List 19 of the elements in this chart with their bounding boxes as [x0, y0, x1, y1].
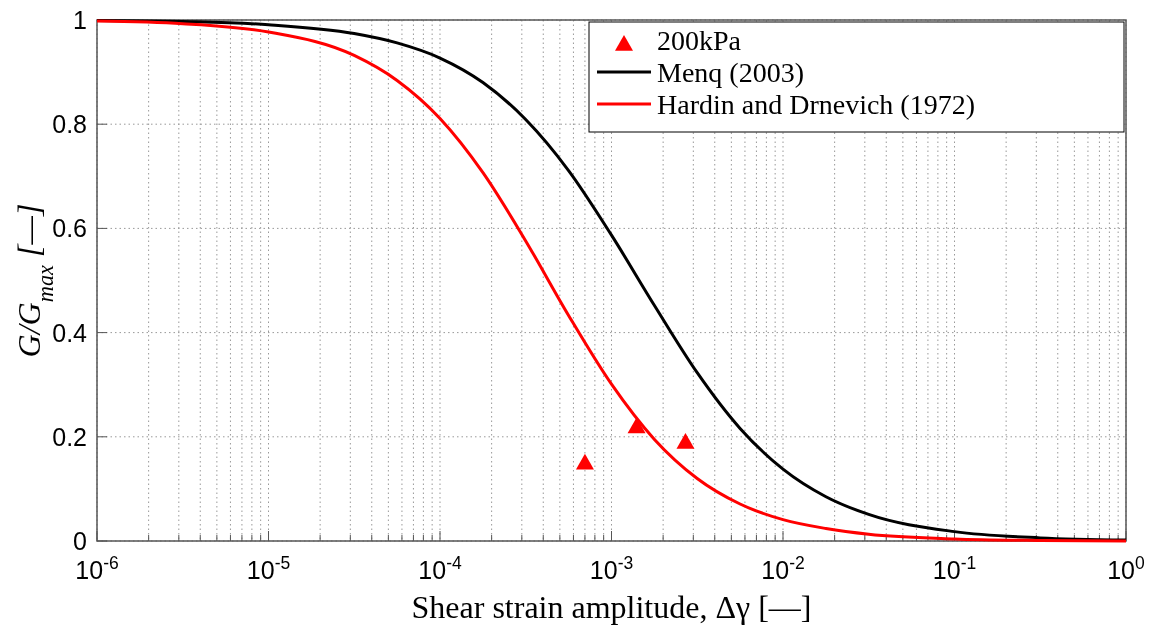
y-tick-label: 0.6 — [52, 214, 87, 243]
y-tick-label: 0.8 — [52, 110, 87, 139]
x-tick-label: 10$^{0}$ — [1107, 553, 1146, 584]
x-tick-label: 10$^{-1}$ — [932, 553, 977, 584]
legend-label: Menq (2003) — [657, 57, 804, 88]
x-axis-title: Shear strain amplitude, Δγ [—] — [411, 589, 812, 625]
legend-label: Hardin and Drnevich (1972) — [657, 89, 976, 120]
x-tick-label: 10$^{-5}$ — [246, 553, 291, 584]
x-tick-label: 10$^{-4}$ — [418, 553, 462, 584]
x-tick-label: 10$^{-2}$ — [761, 553, 805, 584]
legend-label: 200kPa — [657, 25, 742, 56]
x-tick-label: 10$^{-3}$ — [589, 553, 634, 584]
point — [627, 417, 646, 434]
point — [575, 453, 594, 470]
y-tick-label: 0 — [73, 527, 87, 555]
x-tick-label: 10$^{-6}$ — [75, 553, 119, 584]
point — [676, 433, 695, 449]
y-tick-label: 0.2 — [52, 422, 87, 451]
y-tick-label: 1 — [73, 6, 87, 34]
